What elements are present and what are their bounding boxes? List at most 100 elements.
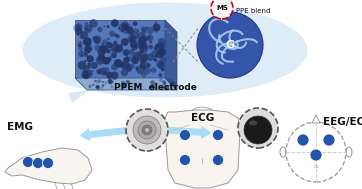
Circle shape [129,49,135,55]
Circle shape [114,59,122,67]
Circle shape [107,25,110,28]
Circle shape [139,64,142,66]
Circle shape [114,44,123,53]
Circle shape [154,29,158,33]
Circle shape [121,81,125,84]
Text: Oz: Oz [313,165,319,169]
Circle shape [111,19,119,27]
Circle shape [108,79,112,83]
Circle shape [106,42,113,48]
Circle shape [87,46,90,50]
Circle shape [144,53,147,56]
Circle shape [102,81,104,83]
Circle shape [310,149,322,161]
Circle shape [124,38,130,44]
Polygon shape [165,110,240,188]
Circle shape [136,66,144,74]
Circle shape [151,50,159,58]
Circle shape [104,71,107,73]
Circle shape [85,54,88,57]
Circle shape [102,39,108,45]
Circle shape [108,79,113,84]
Circle shape [86,22,88,24]
Circle shape [146,26,148,29]
Circle shape [139,43,144,48]
Circle shape [160,57,166,63]
Text: G: G [226,40,235,50]
Circle shape [81,71,89,78]
Circle shape [147,63,150,67]
Circle shape [96,38,99,41]
Circle shape [197,12,263,78]
Circle shape [156,50,164,58]
Circle shape [102,52,105,55]
Circle shape [113,40,117,45]
Circle shape [141,72,147,77]
Circle shape [156,44,163,52]
Circle shape [149,41,152,44]
Circle shape [212,154,223,166]
Circle shape [157,40,165,48]
Circle shape [96,86,98,89]
Circle shape [138,51,144,57]
Circle shape [151,86,153,88]
Circle shape [126,56,129,58]
Circle shape [101,87,103,89]
Circle shape [138,85,140,87]
Circle shape [144,128,150,132]
Circle shape [121,69,128,76]
Circle shape [157,43,165,50]
Circle shape [84,24,93,33]
Text: ECG: ECG [191,113,215,123]
Circle shape [163,82,167,86]
Circle shape [137,30,139,33]
Circle shape [123,49,130,56]
Circle shape [140,62,146,68]
Circle shape [96,85,99,89]
Circle shape [120,63,124,67]
Circle shape [33,157,43,169]
Circle shape [116,63,118,65]
Circle shape [155,43,160,48]
Circle shape [130,67,131,69]
Circle shape [84,70,88,73]
Circle shape [103,25,105,27]
Polygon shape [75,78,177,90]
Circle shape [140,35,147,42]
Circle shape [125,43,127,46]
Circle shape [137,29,139,31]
Circle shape [115,34,120,39]
Circle shape [153,58,157,62]
Circle shape [110,71,118,80]
Circle shape [140,39,143,42]
Circle shape [148,45,153,49]
Circle shape [85,27,89,31]
Circle shape [140,49,144,53]
Circle shape [96,69,101,74]
Circle shape [122,82,127,87]
Circle shape [129,35,137,43]
Circle shape [132,87,134,89]
Circle shape [140,42,148,50]
Circle shape [88,50,90,53]
Circle shape [161,67,165,71]
Circle shape [130,40,138,48]
Circle shape [89,47,92,51]
Circle shape [88,64,92,69]
Circle shape [142,66,146,69]
Circle shape [98,79,102,83]
Circle shape [84,69,86,72]
Circle shape [133,116,161,144]
Circle shape [98,49,105,56]
Circle shape [128,34,135,41]
Circle shape [96,80,100,84]
Circle shape [297,134,309,146]
Circle shape [99,68,107,75]
Circle shape [286,122,346,182]
Circle shape [121,22,129,29]
Text: MS: MS [216,5,228,11]
Circle shape [134,28,138,31]
Circle shape [85,42,88,44]
Circle shape [111,64,118,70]
Circle shape [80,54,83,57]
